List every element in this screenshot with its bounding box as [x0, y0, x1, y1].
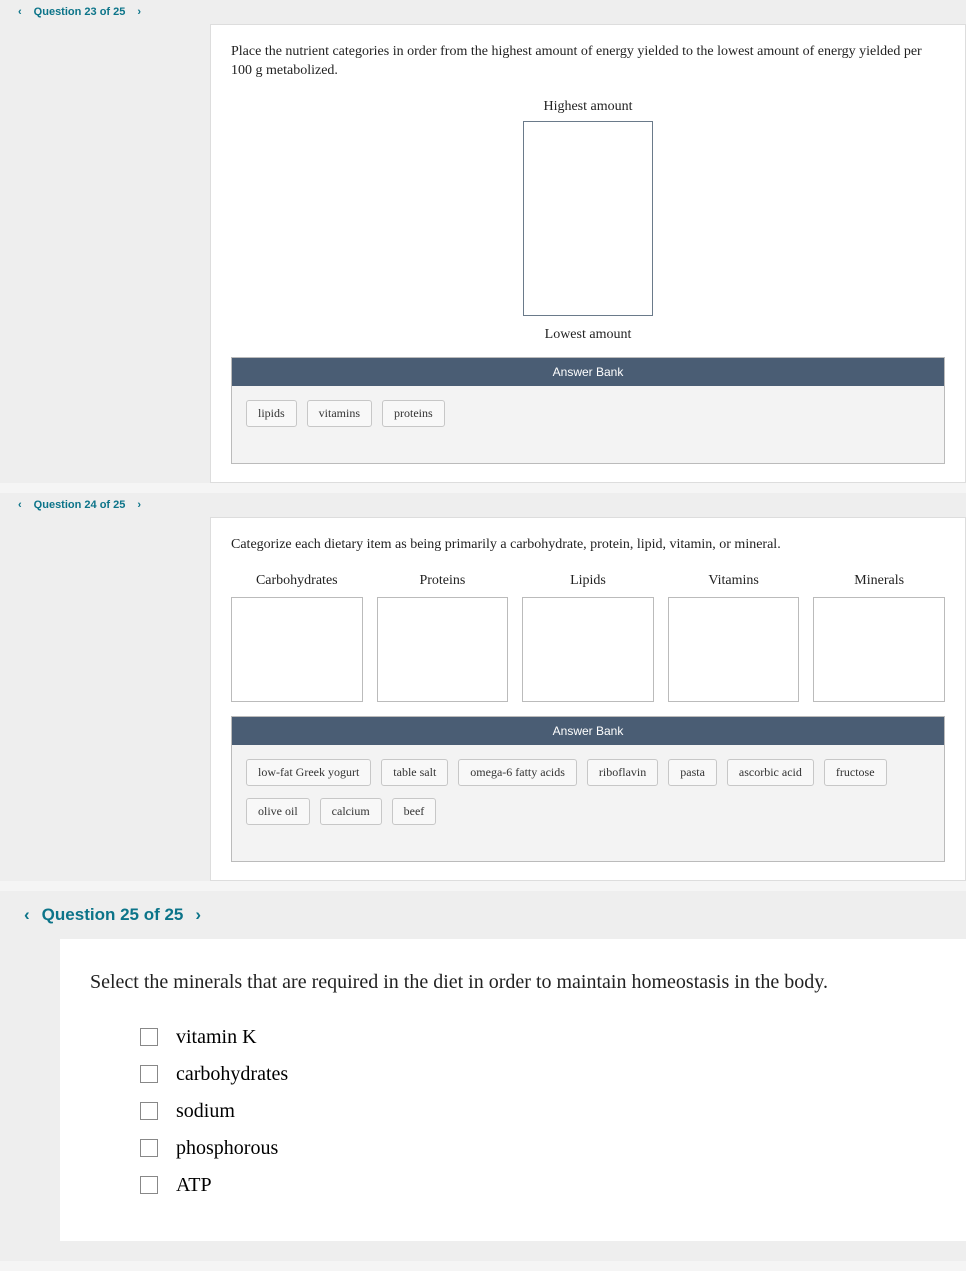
checkbox[interactable]	[140, 1102, 158, 1120]
chip-fructose[interactable]: fructose	[824, 759, 887, 786]
checkbox[interactable]	[140, 1028, 158, 1046]
chip-olive-oil[interactable]: olive oil	[246, 798, 310, 825]
chevron-left-icon[interactable]: ‹	[12, 6, 28, 18]
category-lipids: Lipids	[522, 573, 654, 702]
category-carbohydrates: Carbohydrates	[231, 573, 363, 702]
category-dropzone[interactable]	[231, 597, 363, 702]
answer-bank-title: Answer Bank	[232, 358, 944, 386]
checkbox[interactable]	[140, 1139, 158, 1157]
category-dropzone[interactable]	[668, 597, 800, 702]
category-dropzone[interactable]	[813, 597, 945, 702]
chip-low-fat-Greek-yogurt[interactable]: low-fat Greek yogurt	[246, 759, 371, 786]
checkbox[interactable]	[140, 1176, 158, 1194]
chip-calcium[interactable]: calcium	[320, 798, 382, 825]
question-25-block: ‹ Question 25 of 25 › Select the mineral…	[0, 891, 966, 1261]
choice-item: sodium	[140, 1100, 936, 1123]
answer-bank: Answer Bank low-fat Greek yogurt table sa…	[231, 716, 945, 862]
choice-list: vitamin K carbohydrates sodium phosphorous A…	[90, 1026, 936, 1197]
chevron-left-icon[interactable]: ‹	[12, 499, 28, 511]
choice-label: phosphorous	[176, 1137, 278, 1160]
question-body: Place the nutrient categories in order f…	[210, 24, 966, 483]
chip-table-salt[interactable]: table salt	[381, 759, 448, 786]
question-header: ‹ Question 23 of 25 ›	[0, 0, 966, 24]
chip-pasta[interactable]: pasta	[668, 759, 717, 786]
choice-item: carbohydrates	[140, 1063, 936, 1086]
answer-bank: Answer Bank lipids vitamins proteins	[231, 357, 945, 464]
chevron-left-icon[interactable]: ‹	[18, 905, 36, 925]
answer-bank-body[interactable]: lipids vitamins proteins	[232, 386, 944, 463]
ordering-dropzone[interactable]	[523, 121, 653, 316]
question-header: ‹ Question 24 of 25 ›	[0, 493, 966, 517]
chip-vitamins[interactable]: vitamins	[307, 400, 372, 427]
question-body: Select the minerals that are required in…	[60, 939, 966, 1241]
chevron-right-icon[interactable]: ›	[131, 6, 147, 18]
category-title: Carbohydrates	[231, 573, 363, 589]
choice-label: vitamin K	[176, 1026, 257, 1049]
choice-label: ATP	[176, 1174, 212, 1197]
question-prompt: Select the minerals that are required in…	[90, 969, 936, 996]
category-title: Lipids	[522, 573, 654, 589]
chevron-right-icon[interactable]: ›	[189, 905, 207, 925]
choice-label: carbohydrates	[176, 1063, 288, 1086]
checkbox[interactable]	[140, 1065, 158, 1083]
chevron-right-icon[interactable]: ›	[131, 499, 147, 511]
chip-omega-6-fatty-acids[interactable]: omega-6 fatty acids	[458, 759, 577, 786]
chip-ascorbic-acid[interactable]: ascorbic acid	[727, 759, 814, 786]
answer-bank-title: Answer Bank	[232, 717, 944, 745]
question-prompt: Categorize each dietary item as being pr…	[231, 536, 945, 555]
choice-item: phosphorous	[140, 1137, 936, 1160]
ordering-area: Highest amount Lowest amount	[231, 99, 945, 343]
category-dropzone[interactable]	[377, 597, 509, 702]
question-counter-label[interactable]: Question 25 of 25	[36, 905, 190, 925]
category-title: Vitamins	[668, 573, 800, 589]
question-body: Categorize each dietary item as being pr…	[210, 517, 966, 881]
category-minerals: Minerals	[813, 573, 945, 702]
question-counter-label[interactable]: Question 24 of 25	[28, 499, 132, 511]
chip-lipids[interactable]: lipids	[246, 400, 297, 427]
category-title: Minerals	[813, 573, 945, 589]
choice-label: sodium	[176, 1100, 235, 1123]
chip-riboflavin[interactable]: riboflavin	[587, 759, 658, 786]
question-header: ‹ Question 25 of 25 ›	[0, 891, 966, 939]
question-24-block: ‹ Question 24 of 25 › Categorize each di…	[0, 493, 966, 881]
category-row: Carbohydrates Proteins Lipids Vitamins Miner…	[231, 573, 945, 702]
category-vitamins: Vitamins	[668, 573, 800, 702]
category-title: Proteins	[377, 573, 509, 589]
question-prompt: Place the nutrient categories in order f…	[231, 43, 945, 81]
chip-proteins[interactable]: proteins	[382, 400, 445, 427]
answer-bank-body[interactable]: low-fat Greek yogurt table salt omega-6 fa…	[232, 745, 944, 861]
category-dropzone[interactable]	[522, 597, 654, 702]
highest-label: Highest amount	[231, 99, 945, 115]
category-proteins: Proteins	[377, 573, 509, 702]
question-counter-label[interactable]: Question 23 of 25	[28, 6, 132, 18]
lowest-label: Lowest amount	[231, 327, 945, 343]
question-23-block: ‹ Question 23 of 25 › Place the nutrient…	[0, 0, 966, 483]
choice-item: vitamin K	[140, 1026, 936, 1049]
chip-beef[interactable]: beef	[392, 798, 437, 825]
choice-item: ATP	[140, 1174, 936, 1197]
